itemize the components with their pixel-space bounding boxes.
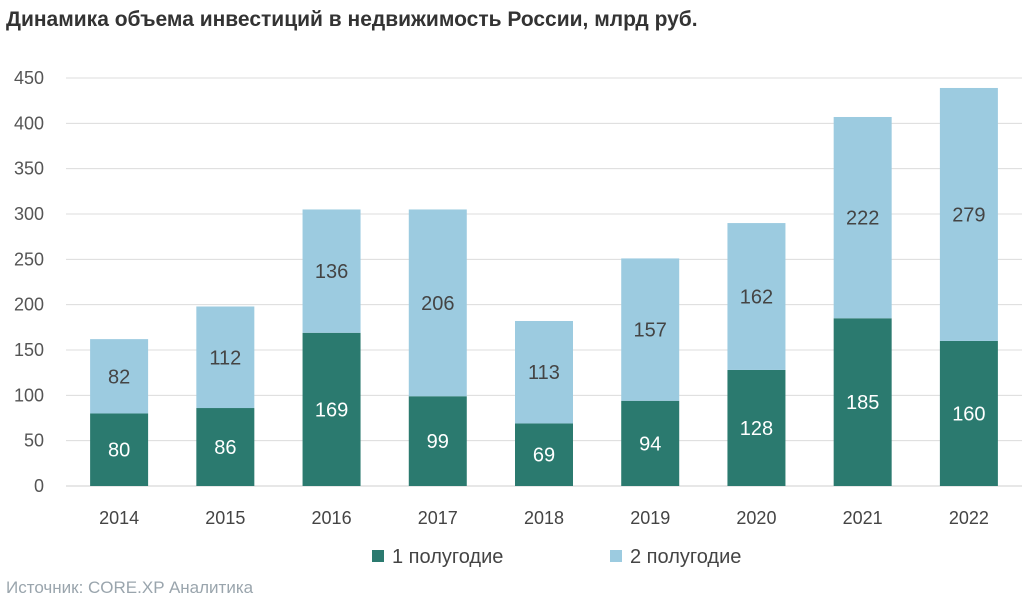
y-tick-label: 0: [34, 476, 44, 496]
bar-segment: [939, 87, 998, 341]
bar-segment: [196, 306, 255, 409]
data-label: 160: [952, 403, 985, 425]
bar-segment: [408, 209, 467, 397]
x-tick-label: 2015: [205, 508, 245, 528]
data-label: 82: [108, 366, 130, 388]
legend-label: 2 полугодие: [630, 546, 741, 568]
data-label: 222: [846, 208, 879, 230]
legend: 1 полугодие 2 полугодие: [372, 546, 741, 568]
bar-segment: [515, 423, 573, 486]
bar-segment: [727, 369, 786, 486]
bar-segment: [939, 340, 998, 486]
data-label: 128: [740, 418, 773, 440]
data-label: 69: [533, 445, 555, 467]
data-label: 80: [108, 440, 130, 462]
data-label: 113: [528, 362, 560, 384]
chart-title: Динамика объема инвестиций в недвижимост…: [6, 8, 698, 31]
data-label: 112: [209, 347, 241, 369]
legend-label: 1 полугодие: [392, 546, 503, 568]
x-tick-label: 2018: [524, 508, 564, 528]
y-tick-label: 350: [14, 159, 44, 179]
bar-segment: [833, 116, 892, 319]
bar-segment: [90, 413, 149, 486]
bar-segment: [727, 223, 786, 370]
bar-segment: [196, 408, 255, 486]
data-label: 162: [740, 287, 773, 309]
y-axis-ticks: 0 50 100 150 200 250 300 350 400 450: [14, 68, 44, 496]
y-tick-label: 150: [14, 340, 44, 360]
x-tick-label: 2019: [630, 508, 670, 528]
y-tick-label: 300: [14, 204, 44, 224]
x-tick-label: 2014: [99, 508, 139, 528]
x-tick-label: 2016: [312, 508, 352, 528]
data-label: 206: [421, 293, 454, 315]
x-axis-ticks: 2014 2015 2016 2017 2018 2019 2020 2021 2022: [99, 508, 989, 528]
x-tick-label: 2020: [736, 508, 776, 528]
data-label: 279: [952, 204, 985, 226]
legend-swatch: [610, 550, 622, 562]
bars: 80 82 86 112 169 136 99 206 69 113 94 157 128 162 185 2…: [90, 87, 998, 486]
bar-segment: [302, 209, 361, 333]
data-label: 94: [639, 433, 661, 455]
data-label: 99: [427, 431, 449, 453]
bar-segment: [90, 339, 149, 414]
source-note: Источник: CORE.XP Аналитика: [6, 578, 254, 597]
bar-segment: [408, 396, 467, 486]
bar-segment: [302, 332, 361, 486]
bar-segment: [515, 320, 573, 424]
x-tick-label: 2017: [418, 508, 458, 528]
x-tick-label: 2022: [949, 508, 989, 528]
data-label: 136: [315, 261, 348, 283]
x-tick-label: 2021: [843, 508, 883, 528]
legend-swatch: [372, 550, 384, 562]
y-tick-label: 50: [24, 431, 44, 451]
y-tick-label: 400: [14, 113, 44, 133]
y-tick-label: 250: [14, 249, 44, 269]
y-tick-label: 200: [14, 295, 44, 315]
data-label: 169: [315, 399, 348, 421]
bar-segment: [621, 400, 680, 486]
bar-segment: [833, 318, 892, 486]
data-label: 185: [846, 392, 879, 414]
data-label: 86: [214, 437, 236, 459]
bar-segment: [621, 258, 680, 401]
y-tick-label: 100: [14, 385, 44, 405]
data-label: 157: [634, 320, 667, 342]
y-tick-label: 450: [14, 68, 44, 88]
